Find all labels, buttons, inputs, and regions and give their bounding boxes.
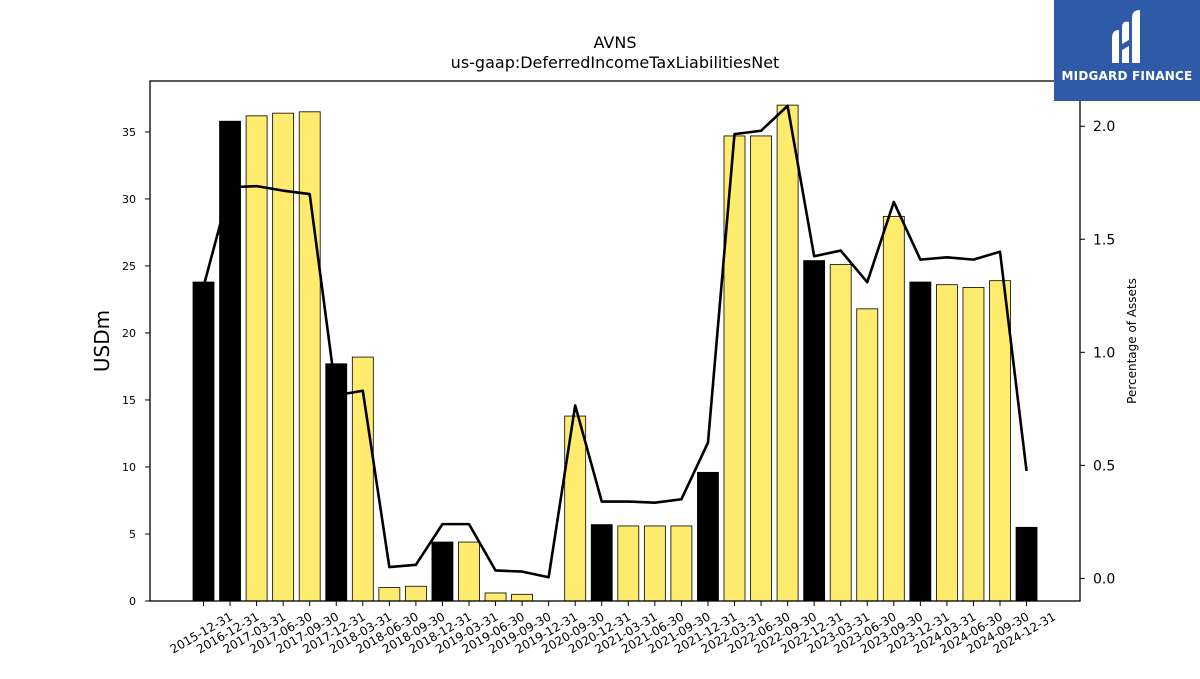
bar-2023-06-30 bbox=[856, 308, 879, 602]
bar-2017-12-31 bbox=[325, 363, 348, 602]
bar-2022-09-30 bbox=[776, 104, 799, 602]
chart-subtitle: us-gaap:DeferredIncomeTaxLiabilitiesNet bbox=[451, 53, 780, 72]
bar-2024-03-31 bbox=[936, 284, 958, 602]
bar-2019-03-31 bbox=[458, 541, 480, 602]
bar-2021-03-31 bbox=[617, 525, 640, 602]
bars-layer bbox=[192, 104, 1038, 602]
y2-tick-label: 1.0 bbox=[1093, 345, 1115, 361]
bar-2023-03-31 bbox=[829, 264, 852, 602]
bar-2017-09-30 bbox=[298, 111, 321, 602]
y2-tick-label: 0.5 bbox=[1093, 458, 1115, 474]
chart-title: AVNS bbox=[594, 33, 637, 52]
y2-axis-label: Percentage of Assets bbox=[1125, 278, 1139, 404]
logo-text: MIDGARD FINANCE bbox=[1061, 69, 1193, 83]
y-tick-label: 0 bbox=[129, 595, 136, 608]
bar-2017-06-30 bbox=[272, 112, 295, 602]
bar-2018-06-30 bbox=[378, 587, 401, 602]
bar-2016-12-31 bbox=[219, 120, 241, 602]
y2-tick-label: 1.5 bbox=[1093, 232, 1115, 248]
bar-2020-09-30 bbox=[564, 415, 587, 602]
y2-tick-label: 0.0 bbox=[1093, 571, 1115, 587]
logo-mark-icon bbox=[1112, 10, 1140, 64]
bar-2022-06-30 bbox=[750, 135, 772, 602]
y-tick-label: 25 bbox=[122, 260, 136, 273]
midgard-finance-logo: MIDGARD FINANCE bbox=[1054, 0, 1200, 101]
bar-2018-12-31 bbox=[431, 541, 454, 602]
bar-2023-12-31 bbox=[909, 281, 932, 602]
bar-2021-12-31 bbox=[697, 471, 719, 602]
bar-2019-09-30 bbox=[511, 593, 534, 602]
plot-frame bbox=[149, 80, 1081, 602]
y-tick-label: 5 bbox=[129, 528, 136, 541]
bar-2021-06-30 bbox=[643, 525, 666, 602]
y-tick-label: 15 bbox=[122, 394, 136, 407]
bar-2015-12-31 bbox=[192, 281, 215, 602]
bar-2024-09-30 bbox=[989, 280, 1011, 602]
bar-2024-12-31 bbox=[1015, 526, 1038, 602]
bar-2022-12-31 bbox=[803, 260, 826, 602]
y-tick-label: 20 bbox=[122, 327, 136, 340]
y2-tick-label: 2.0 bbox=[1093, 119, 1115, 135]
line-layer bbox=[202, 104, 1028, 579]
bar-2019-06-30 bbox=[484, 592, 507, 602]
axes-layer: 051015202530350.00.51.01.52.02015-12-312… bbox=[122, 80, 1115, 656]
bar-2020-12-31 bbox=[590, 524, 613, 602]
y-tick-label: 10 bbox=[122, 461, 136, 474]
bar-2024-06-30 bbox=[962, 286, 985, 602]
y-axis-label: USDm bbox=[90, 310, 114, 372]
bar-2021-09-30 bbox=[670, 525, 693, 602]
bar-2018-09-30 bbox=[404, 585, 427, 602]
y-tick-label: 35 bbox=[122, 126, 136, 139]
y-tick-label: 30 bbox=[122, 193, 136, 206]
bar-2023-09-30 bbox=[882, 215, 905, 602]
percentage-of-assets-line bbox=[202, 104, 1028, 579]
